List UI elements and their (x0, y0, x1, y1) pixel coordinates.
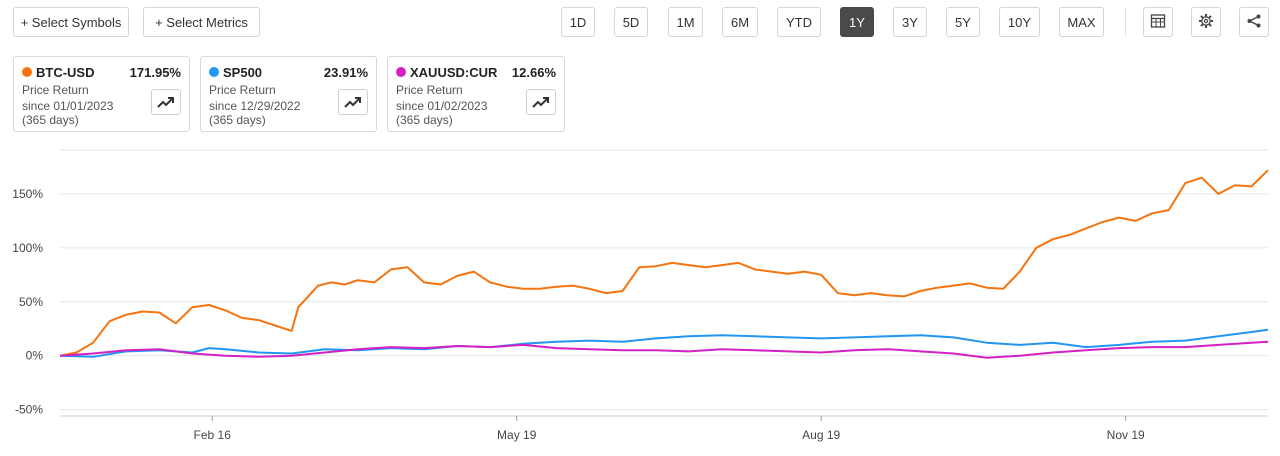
table-view-button[interactable] (1143, 7, 1173, 37)
card-days: (365 days) (209, 113, 266, 127)
table-icon (1150, 13, 1166, 32)
y-tick-label: -50% (15, 403, 43, 417)
card-return-value: 12.66% (511, 65, 556, 80)
card-since: since 01/02/2023 (396, 99, 488, 113)
share-icon (1246, 13, 1262, 32)
range-max-button[interactable]: MAX (1059, 7, 1104, 37)
card-days: (365 days) (22, 113, 79, 127)
card-days: (365 days) (396, 113, 453, 127)
trend-chart-button[interactable] (338, 89, 368, 115)
card-symbol: SP500 (223, 65, 263, 80)
card-metric: Price Return (209, 83, 276, 97)
select-symbols-button[interactable]: + Select Symbols (13, 7, 129, 37)
range-1y-button[interactable]: 1Y (840, 7, 874, 37)
card-since: since 01/01/2023 (22, 99, 114, 113)
range-5y-button[interactable]: 5Y (946, 7, 980, 37)
x-tick-label: Aug 19 (802, 428, 840, 442)
trending-up-icon (157, 97, 174, 108)
range-1m-button[interactable]: 1M (668, 7, 703, 37)
x-tick-label: Nov 19 (1107, 428, 1145, 442)
series-color-dot (22, 67, 32, 77)
series-color-dot (396, 67, 406, 77)
x-tick-label: May 19 (497, 428, 537, 442)
x-tick-label: Feb 16 (194, 428, 232, 442)
range-1d-button[interactable]: 1D (561, 7, 595, 37)
series-line-btc-usd (59, 169, 1269, 357)
trend-chart-button[interactable] (526, 89, 556, 115)
card-metric: Price Return (396, 83, 463, 97)
card-since: since 12/29/2022 (209, 99, 301, 113)
range-3y-button[interactable]: 3Y (893, 7, 927, 37)
y-tick-label: 150% (12, 187, 43, 201)
trend-chart-button[interactable] (151, 89, 181, 115)
toolbar-divider (1125, 8, 1126, 36)
y-tick-label: 50% (19, 295, 43, 309)
settings-icon (1198, 13, 1214, 32)
card-return-value: 171.95% (129, 65, 181, 80)
trending-up-icon (344, 97, 361, 108)
y-tick-label: 0% (26, 349, 44, 363)
card-symbol: XAUUSD:CUR (410, 65, 498, 80)
range-5d-button[interactable]: 5D (614, 7, 648, 37)
trending-up-icon (532, 97, 549, 108)
series-line-sp500 (59, 328, 1269, 358)
y-tick-label: 100% (12, 241, 43, 255)
series-line-xauusd-cur (59, 340, 1269, 359)
price-return-chart[interactable]: -50% 0% 50% 100% 150% Feb 16 May 19 Aug 19 Nov 1… (0, 140, 1280, 456)
share-button[interactable] (1239, 7, 1269, 37)
symbol-card-xauusd[interactable]: XAUUSD:CUR 12.66% Price Return since 01/… (387, 56, 565, 132)
range-10y-button[interactable]: 10Y (999, 7, 1040, 37)
range-6m-button[interactable]: 6M (722, 7, 758, 37)
settings-button[interactable] (1191, 7, 1221, 37)
card-symbol: BTC-USD (36, 65, 95, 80)
range-ytd-button[interactable]: YTD (777, 7, 821, 37)
select-metrics-button[interactable]: + Select Metrics (143, 7, 260, 37)
card-metric: Price Return (22, 83, 89, 97)
series-color-dot (209, 67, 219, 77)
card-return-value: 23.91% (323, 65, 368, 80)
symbol-card-btc[interactable]: BTC-USD 171.95% Price Return since 01/01… (13, 56, 190, 132)
symbol-card-sp500[interactable]: SP500 23.91% Price Return since 12/29/20… (200, 56, 377, 132)
